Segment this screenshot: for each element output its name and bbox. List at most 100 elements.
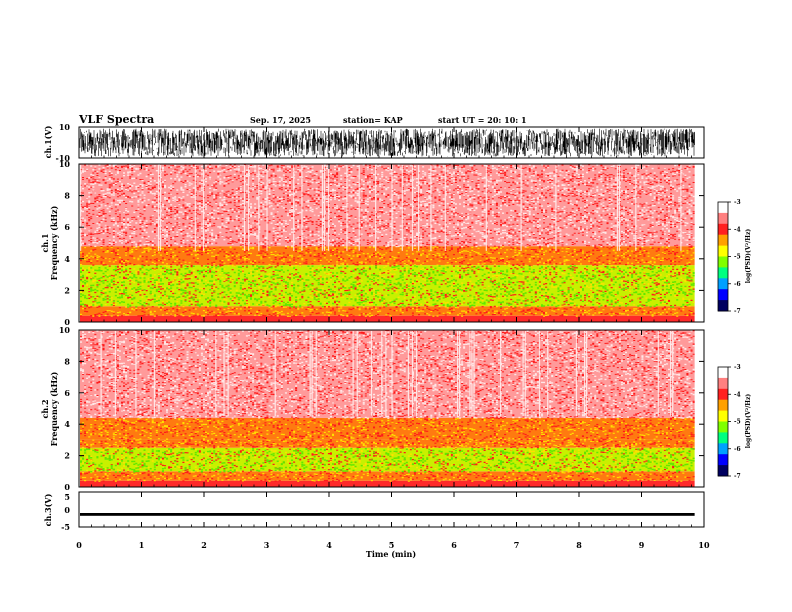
spec1-band-1 (80, 306, 695, 316)
cb1-cell-31 (718, 258, 728, 261)
x-axis-tick-labels: 0 1 2 3 4 5 6 7 8 9 10 (76, 540, 710, 550)
cb2-cell-38 (718, 436, 728, 439)
figure-title: VLF Spectra (78, 113, 154, 126)
cb1-cell-44 (718, 281, 728, 285)
spec1-ytick-label-5: 10 (59, 159, 71, 169)
cb2-cell-4 (718, 374, 728, 377)
xtick-label-6: 6 (451, 540, 457, 550)
cb1-cell-32 (718, 260, 728, 263)
cb1-cell-17 (718, 232, 728, 236)
cb2-cell-51 (718, 459, 728, 462)
xtick-label-5: 5 (389, 540, 395, 550)
spec2-ytick-label-0: 0 (64, 482, 70, 492)
cb1-cell-57 (718, 305, 728, 308)
cb1-tick-label-0: -3 (734, 199, 741, 206)
spec1-ytick-label-1: 2 (64, 285, 70, 295)
ch1-spectrogram-ylabel: Frequency (kHz) (49, 205, 59, 280)
cb1-tick-label-2: -5 (734, 254, 741, 261)
cb2-cell-50 (718, 457, 728, 461)
cb2-cell-3 (718, 372, 728, 375)
cb1-cell-56 (718, 303, 728, 307)
cb2-cell-46 (718, 450, 728, 453)
cb1-cell-22 (718, 241, 728, 245)
cb2-cell-35 (718, 430, 728, 433)
cb1-cell-33 (718, 261, 728, 265)
cb2-cell-17 (718, 397, 728, 401)
cb2-cell-44 (718, 446, 728, 450)
ch2-spectrogram-ylabel: Frequency (kHz) (49, 371, 59, 446)
cb1-cell-26 (718, 249, 728, 252)
cb2-cell-11 (718, 386, 728, 390)
cb1-cell-55 (718, 301, 728, 305)
figure-date: Sep. 17, 2025 (250, 115, 311, 125)
cb2-cell-52 (718, 461, 728, 464)
cb1-cell-8 (718, 216, 728, 219)
cb1-cell-13 (718, 225, 728, 228)
cb2-cell-23 (718, 408, 728, 412)
ch2-spectrogram-channel-label: ch.2 (40, 399, 50, 418)
x-axis-ticks (78, 127, 705, 527)
ch3-ytick-mid: 0 (64, 505, 70, 515)
cb1-cell-5 (718, 211, 728, 214)
cb2-cell-42 (718, 443, 728, 446)
xtick-label-2: 2 (201, 540, 207, 550)
xtick-label-7: 7 (514, 540, 520, 550)
xtick-label-9: 9 (639, 540, 645, 550)
cb1-cell-29 (718, 254, 728, 257)
cb1-cell-23 (718, 243, 728, 247)
cb1-cell-15 (718, 229, 728, 232)
cb1-cell-2 (718, 205, 728, 208)
cb2-cell-16 (718, 396, 728, 399)
ch1-waveform-trace (79, 128, 695, 157)
cb2-cell-13 (718, 390, 728, 393)
ch1-spectrogram-image (80, 164, 695, 322)
cb2-cell-27 (718, 416, 728, 419)
cb1-cell-39 (718, 272, 728, 276)
cb1-cell-4 (718, 209, 728, 212)
cb1-cell-51 (718, 294, 728, 297)
cb2-cell-47 (718, 452, 728, 455)
cb2-cell-15 (718, 394, 728, 397)
spec1-band-4 (80, 246, 695, 266)
spec1-speckle-white (80, 164, 695, 251)
xtick-label-0: 0 (76, 540, 82, 550)
cb2-cell-56 (718, 468, 728, 472)
cb1-cell-0 (718, 202, 728, 205)
cb1-cell-48 (718, 289, 728, 292)
ch2-spectrogram-image (80, 330, 695, 487)
spec1-ytick-label-3: 6 (64, 222, 70, 232)
cb2-cell-2 (718, 370, 728, 373)
cb1-cell-43 (718, 280, 728, 283)
colorbar-ch1-gradient (718, 202, 728, 312)
ch3-waveform-band (80, 513, 695, 516)
cb2-cell-53 (718, 463, 728, 466)
cb2-cell-58 (718, 472, 728, 475)
cb1-cell-35 (718, 265, 728, 268)
spec2-band-1 (80, 471, 695, 481)
ch1-waveform-ylabel: ch.1(V) (43, 125, 53, 158)
cb1-cell-54 (718, 300, 728, 303)
xtick-label-8: 8 (576, 540, 582, 550)
cb2-cell-0 (718, 367, 728, 370)
spec2-ytick-label-4: 8 (64, 356, 70, 366)
cb2-cell-20 (718, 403, 728, 406)
cb2-cell-7 (718, 379, 728, 383)
cb1-cell-1 (718, 203, 728, 207)
cb2-cell-9 (718, 383, 728, 386)
cb1-cell-45 (718, 283, 728, 287)
cb2-cell-19 (718, 401, 728, 404)
cb2-cell-8 (718, 381, 728, 384)
cb2-tick-label-0: -3 (734, 364, 741, 371)
cb2-cell-5 (718, 376, 728, 379)
colorbar-ch2-gradient (718, 367, 728, 477)
ch1-waveform-panel: 10 -10 ch.1(V) (43, 122, 705, 163)
spec1-ytick-label-4: 8 (64, 191, 70, 201)
cb1-cell-47 (718, 287, 728, 290)
cb1-cell-52 (718, 296, 728, 299)
cb2-cell-22 (718, 406, 728, 410)
ch1-waveform-line (79, 128, 695, 157)
spec2-speckle-green (80, 447, 695, 473)
cb2-cell-41 (718, 441, 728, 444)
cb2-tick-label-3: -6 (734, 446, 741, 453)
cb1-cell-6 (718, 212, 728, 216)
